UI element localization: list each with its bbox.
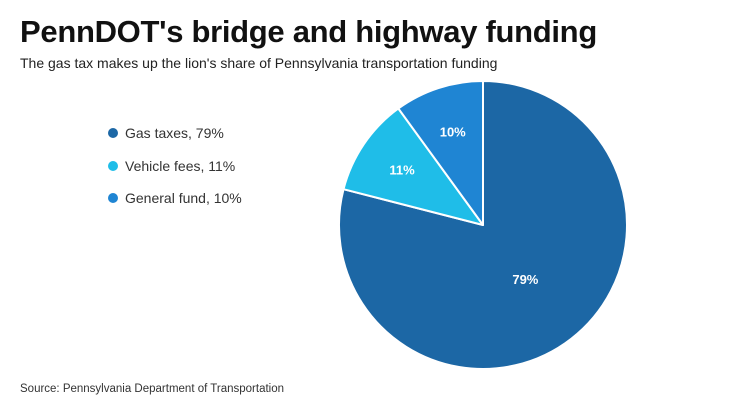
chart-subtitle: The gas tax makes up the lion's share of… (20, 55, 498, 71)
legend-item-vehicle-fees: Vehicle fees, 11% (108, 156, 242, 176)
chart-legend: Gas taxes, 79% Vehicle fees, 11% General… (108, 123, 242, 221)
legend-swatch-vehicle-fees (108, 160, 118, 171)
legend-label-gas-taxes: Gas taxes, 79% (125, 125, 224, 141)
legend-label-vehicle-fees: Vehicle fees, 11% (125, 157, 236, 174)
slice-label-gas-taxes: 79% (512, 272, 538, 287)
legend-swatch-general-fund (108, 193, 118, 203)
legend-swatch-gas-taxes (108, 128, 118, 138)
pie-slice-vehicle-fees (342, 107, 484, 226)
legend-item-gas-taxes: Gas taxes, 79% (108, 123, 242, 143)
legend-label-general-fund: General fund, 10% (125, 190, 242, 206)
chart-title: PennDOT's bridge and highway funding (20, 14, 597, 49)
slice-label-general-fund: 10% (440, 124, 466, 139)
legend-item-general-fund: General fund, 10% (108, 188, 242, 208)
source-note: Source: Pennsylvania Department of Trans… (20, 383, 285, 395)
pie-slice-general-fund (397, 80, 484, 226)
slice-label-vehicle-fees: 11% (389, 162, 415, 177)
